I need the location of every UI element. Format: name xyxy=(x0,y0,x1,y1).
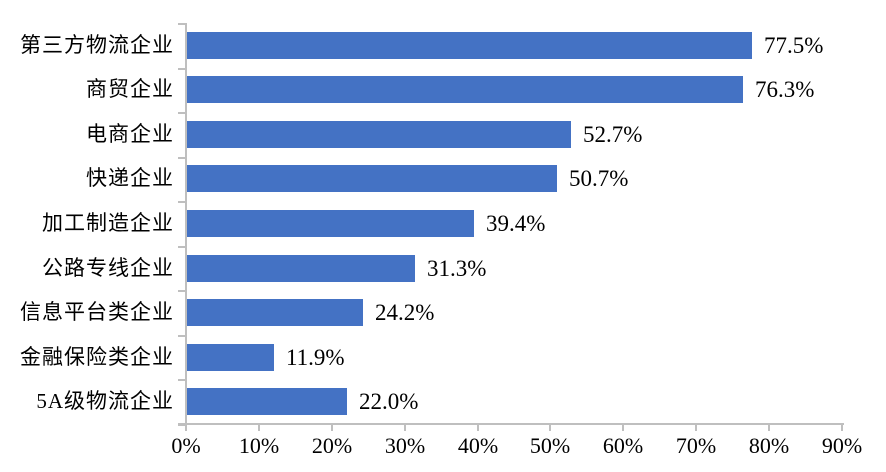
bar xyxy=(187,76,743,103)
value-label: 31.3% xyxy=(427,256,487,281)
x-axis-tick xyxy=(185,424,187,431)
x-axis-tick xyxy=(477,424,479,431)
category-label: 商贸企业 xyxy=(86,77,174,101)
bar xyxy=(187,121,571,148)
category-label: 加工制造企业 xyxy=(42,211,174,235)
value-label: 52.7% xyxy=(583,122,643,147)
x-axis-tick xyxy=(331,424,333,431)
x-axis-tick xyxy=(841,424,843,431)
value-label: 77.5% xyxy=(764,33,824,58)
value-label: 50.7% xyxy=(569,166,629,191)
x-axis-tick xyxy=(549,424,551,431)
bar xyxy=(187,210,474,237)
category-tick xyxy=(178,68,186,70)
x-axis-tick xyxy=(258,424,260,431)
x-axis-tick-label: 30% xyxy=(384,433,426,458)
category-tick xyxy=(178,424,186,426)
value-label: 24.2% xyxy=(375,300,435,325)
x-axis-tick-label: 10% xyxy=(238,433,280,458)
bar xyxy=(187,255,415,282)
x-axis-tick xyxy=(695,424,697,431)
x-axis-tick xyxy=(404,424,406,431)
x-axis-tick xyxy=(622,424,624,431)
x-axis-tick-label: 70% xyxy=(675,433,717,458)
bar xyxy=(187,165,557,192)
category-tick xyxy=(178,379,186,381)
y-axis-line xyxy=(185,23,187,425)
category-tick xyxy=(178,290,186,292)
x-axis-tick-label: 40% xyxy=(457,433,499,458)
category-label: 电商企业 xyxy=(86,122,174,146)
x-axis-tick-label: 80% xyxy=(748,433,790,458)
value-label: 76.3% xyxy=(755,77,815,102)
category-label: 金融保险类企业 xyxy=(20,345,174,369)
x-axis-tick-label: 90% xyxy=(821,433,863,458)
category-label: 快递企业 xyxy=(86,166,174,190)
category-tick xyxy=(178,157,186,159)
category-label: 信息平台类企业 xyxy=(20,300,174,324)
category-tick xyxy=(178,246,186,248)
category-label: 5A级物流企业 xyxy=(36,389,174,413)
x-axis-line xyxy=(178,423,844,425)
x-axis-tick-label: 60% xyxy=(602,433,644,458)
value-label: 39.4% xyxy=(486,211,546,236)
bar xyxy=(187,32,752,59)
bar xyxy=(187,299,363,326)
category-tick xyxy=(178,112,186,114)
category-label: 第三方物流企业 xyxy=(20,33,174,57)
x-axis-tick-label: 0% xyxy=(171,433,201,458)
x-axis-tick-label: 50% xyxy=(529,433,571,458)
category-label: 公路专线企业 xyxy=(42,256,174,280)
bar xyxy=(187,344,274,371)
x-axis-tick xyxy=(768,424,770,431)
bar xyxy=(187,388,347,415)
category-tick xyxy=(178,335,186,337)
value-label: 22.0% xyxy=(359,389,419,414)
category-tick xyxy=(178,201,186,203)
value-label: 11.9% xyxy=(286,345,345,370)
x-axis-tick-label: 20% xyxy=(311,433,353,458)
category-tick xyxy=(178,23,186,25)
